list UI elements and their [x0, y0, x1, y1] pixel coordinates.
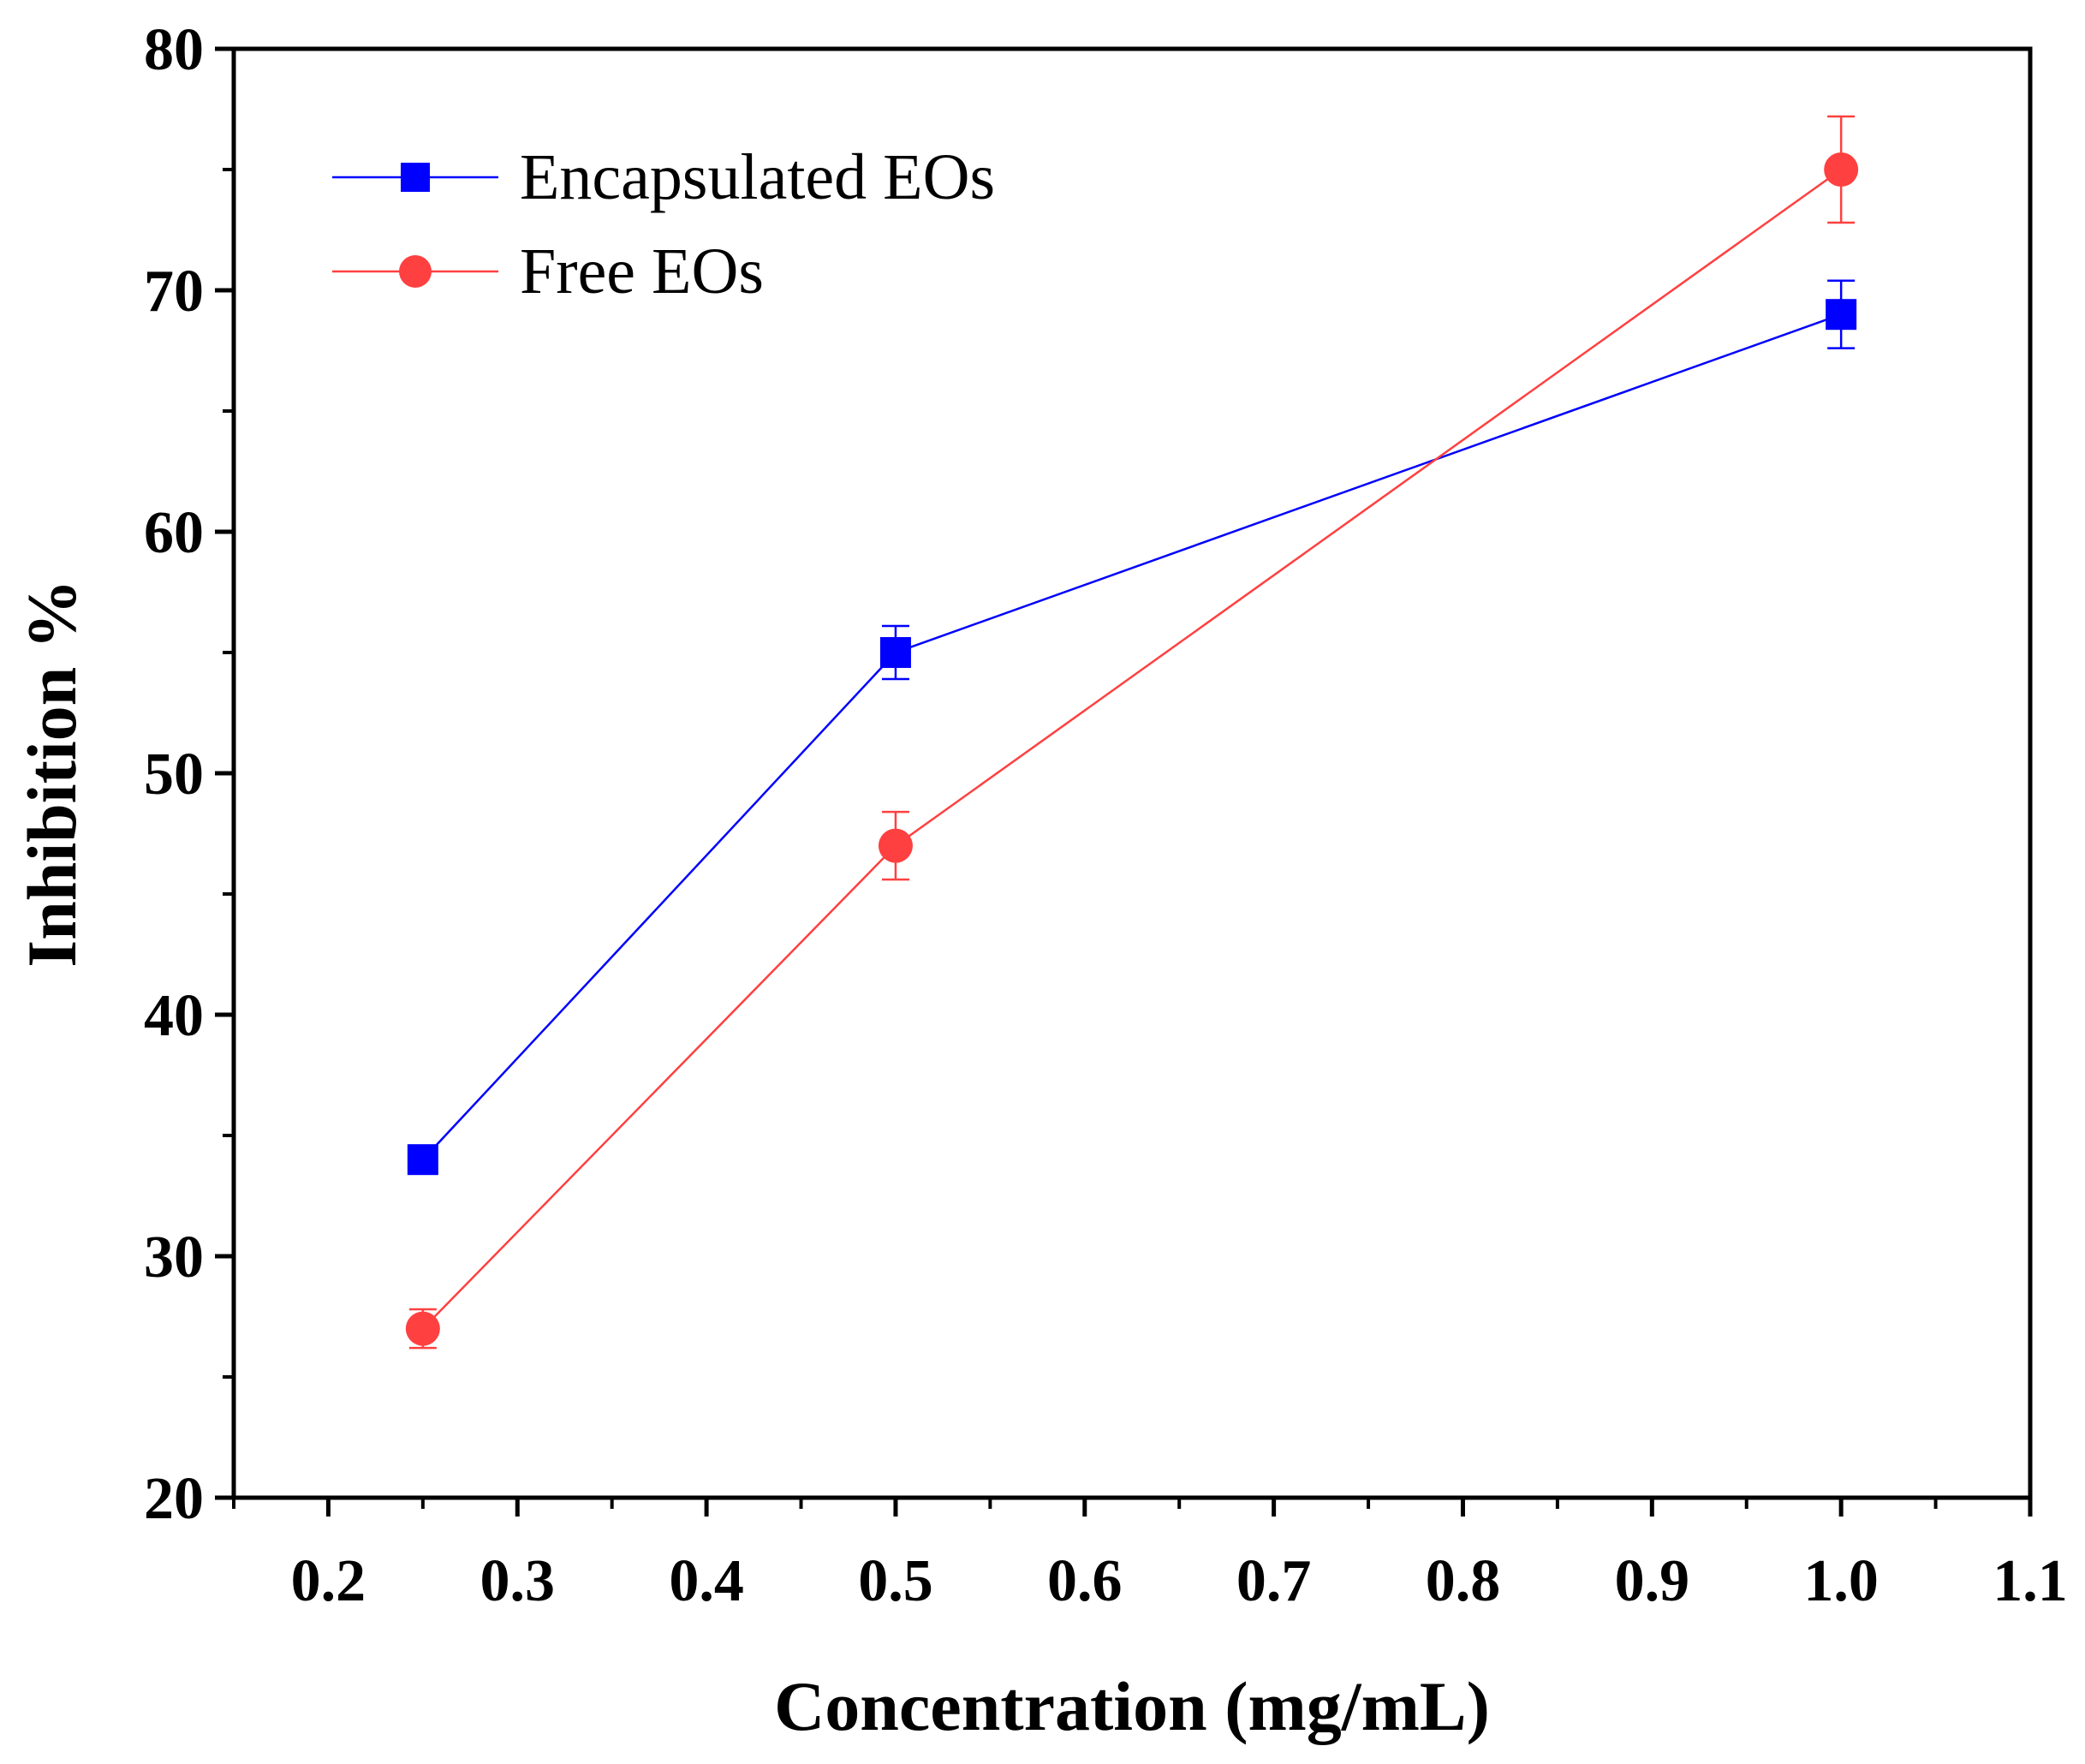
x-tick-label: 0.9 — [1615, 1548, 1690, 1614]
y-tick-label: 70 — [144, 259, 204, 325]
x-tick-label: 0.4 — [669, 1548, 744, 1614]
plot-frame — [231, 46, 2033, 1500]
y-tick-label: 80 — [144, 17, 204, 83]
legend-marker — [399, 255, 432, 288]
x-tick-label: 0.3 — [480, 1548, 556, 1614]
x-tick-label: 0.7 — [1236, 1548, 1312, 1614]
axes: 0.2 0.3 0.4 0.5 0.6 0.7 0.8 0.9 1.0 1.1 20 30 40 50 60… — [144, 17, 2068, 1614]
series-line-0 — [421, 313, 1842, 1161]
y-tick-label: 20 — [144, 1466, 204, 1532]
plot-marks — [405, 115, 1859, 1350]
y-tick-label: 40 — [144, 983, 204, 1049]
y-axis-label: Inhibition % — [13, 579, 91, 967]
data-point — [1826, 299, 1857, 331]
x-tick-label: 0.8 — [1426, 1548, 1501, 1614]
legend: Encapsulated EOs Free EOs — [332, 141, 995, 307]
data-point — [878, 828, 913, 863]
y-tick-label: 30 — [144, 1225, 204, 1290]
legend-marker — [401, 163, 430, 192]
x-axis-label: Concentration (mg/mL) — [774, 1667, 1490, 1745]
y-tick-label: 50 — [144, 742, 204, 808]
series-line-1 — [421, 168, 1842, 1330]
data-point — [1824, 152, 1859, 187]
data-point — [879, 637, 911, 668]
x-tick-label: 1.0 — [1803, 1548, 1879, 1614]
x-tick-label: 0.5 — [858, 1548, 933, 1614]
legend-label: Free EOs — [520, 235, 764, 307]
legend-label: Encapsulated EOs — [520, 141, 995, 213]
x-tick-label: 1.1 — [1993, 1548, 2068, 1614]
x-tick-label: 0.2 — [291, 1548, 366, 1614]
y-tick-label: 60 — [144, 500, 204, 566]
data-point — [405, 1311, 440, 1346]
x-tick-label: 0.6 — [1047, 1548, 1123, 1614]
data-point — [407, 1144, 438, 1176]
